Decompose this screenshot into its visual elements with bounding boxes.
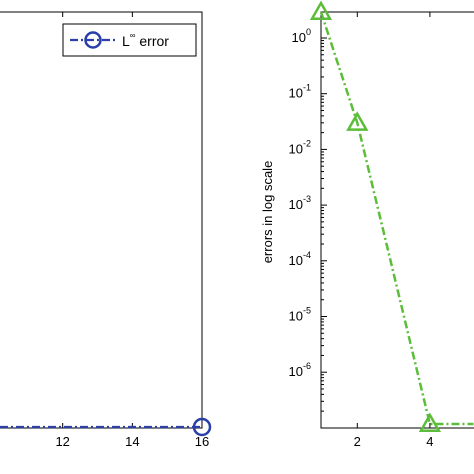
- right-y-tick-label: 100: [292, 27, 311, 45]
- left-chart-frame: [0, 11, 203, 429]
- right-chart-frame: [320, 11, 474, 429]
- right-y-tick-label: 10-1: [289, 83, 311, 101]
- legend-circle-marker: [84, 31, 102, 49]
- right-y-tick-label: 10-2: [289, 138, 311, 156]
- left-x-tick-label: 12: [55, 434, 69, 449]
- left-x-tick-label: 16: [195, 434, 209, 449]
- right-series-line: [319, 11, 474, 426]
- left-series-point: [192, 417, 212, 437]
- right-series-point: [346, 111, 369, 131]
- right-y-tick-label: 10-4: [289, 250, 311, 268]
- left-series-group: [0, 417, 212, 437]
- right-x-tick-label: 4: [426, 434, 433, 449]
- left-legend: L∞ error: [62, 23, 197, 57]
- right-series-group: [309, 0, 474, 432]
- left-chart-panel: 12 14 16 L∞ error: [0, 11, 212, 449]
- right-y-axis-label: errors in log scale: [260, 161, 275, 264]
- right-y-tick-label: 10-5: [289, 306, 311, 324]
- left-x-ticks: 12 14 16: [55, 12, 209, 449]
- right-y-tick-label: 10-3: [289, 194, 311, 212]
- left-x-tick-label: 14: [125, 434, 139, 449]
- legend-label: L∞ error: [122, 31, 169, 49]
- right-y-ticks: 100 10-1 10-2 10-3 10-4 10-5 10-6: [289, 27, 327, 412]
- right-y-tick-label: 10-6: [289, 361, 311, 379]
- right-series-point: [309, 0, 333, 20]
- right-x-tick-label: 2: [354, 434, 361, 449]
- right-series-point: [418, 412, 442, 432]
